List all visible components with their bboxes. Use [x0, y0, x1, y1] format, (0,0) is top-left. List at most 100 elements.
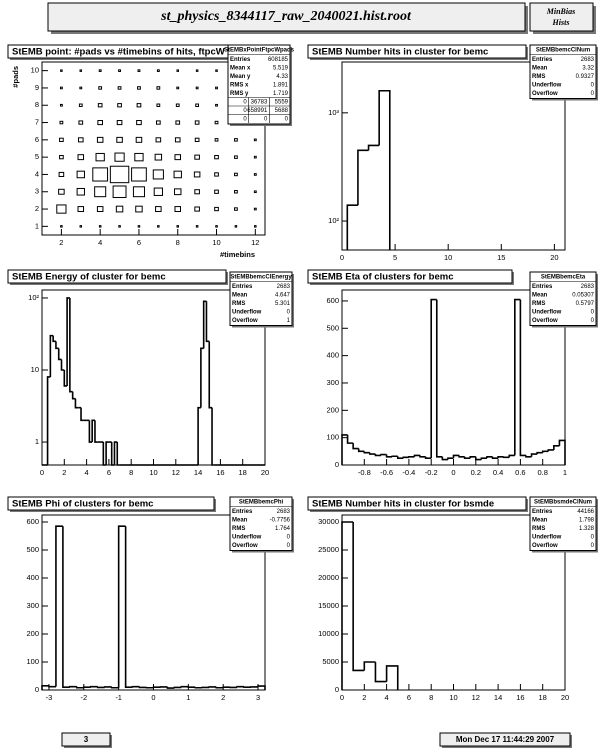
y-tick-label: 20000 [318, 573, 339, 582]
box [117, 103, 122, 108]
y-axis-label: #pads [11, 66, 20, 88]
box [78, 103, 83, 107]
stats-value: 1 [287, 318, 291, 324]
y-tick-label: 7 [35, 118, 39, 127]
header-title: st_physics_8344117_raw_2040021.hist.root [160, 9, 412, 24]
stats-box [529, 44, 597, 99]
stats-label: Entries [532, 509, 553, 515]
title-box [307, 44, 527, 59]
histogram-bin [463, 456, 471, 459]
box [174, 137, 181, 143]
box [253, 138, 257, 142]
histogram-bin [380, 453, 387, 456]
plot-frame [341, 289, 566, 466]
histogram-bin [452, 454, 460, 459]
x-tick-label: 14 [494, 693, 502, 702]
stats-label: Entries [232, 509, 253, 515]
histogram-bin [131, 685, 140, 688]
stats-value: 0 [591, 91, 595, 97]
box [135, 205, 143, 213]
stats-label: Overflow [532, 318, 558, 324]
y-tick-label: 9 [35, 83, 39, 92]
histogram-bin [396, 456, 404, 459]
date-box [439, 732, 571, 747]
histogram-bin [352, 443, 359, 450]
stats-value: 0.9327 [576, 74, 595, 80]
box [76, 170, 85, 179]
histogram-bin [71, 391, 76, 400]
histogram-bin [424, 456, 432, 459]
x-tick-label: 10 [449, 693, 457, 702]
box [156, 69, 160, 72]
box [193, 171, 201, 178]
histogram-bin [385, 665, 399, 690]
y-tick-label: 5000 [322, 657, 339, 666]
stats-value: 1.719 [273, 91, 289, 97]
histogram-bin [96, 686, 105, 689]
box [137, 69, 141, 72]
stats-label: Underflow [532, 309, 562, 315]
box [59, 86, 63, 90]
box [174, 188, 182, 196]
stats-label: RMS [532, 74, 545, 80]
histogram-bin [194, 686, 203, 689]
box [79, 86, 83, 90]
stats-name: StEMBbemcClEnergy [230, 275, 292, 281]
stats-value: 0 [287, 309, 291, 315]
stats-value: 1.764 [275, 526, 291, 532]
title-box [7, 496, 215, 511]
y-tick-label: 10³ [328, 108, 339, 117]
box [214, 206, 219, 212]
box [156, 86, 161, 90]
y-tick-label: 4 [35, 169, 39, 178]
box [116, 136, 123, 143]
histogram-bin [480, 457, 487, 460]
x-tick-label: 15 [497, 253, 505, 262]
box [97, 119, 103, 126]
histogram-bin [502, 456, 510, 459]
box [194, 206, 200, 212]
stats-value: 0 [591, 543, 595, 549]
box [59, 137, 64, 142]
x-tick-label: 20 [550, 253, 558, 262]
stats-cell: 36783 [251, 99, 268, 105]
histogram-bin [408, 455, 415, 458]
histogram-bin [514, 298, 521, 456]
box [214, 155, 219, 160]
box [79, 69, 83, 72]
x-tick-label: 0 [340, 693, 344, 702]
box [137, 225, 141, 228]
box [59, 120, 64, 125]
box [114, 152, 125, 162]
histogram-bin [357, 448, 365, 453]
box [214, 189, 219, 194]
histogram-bin [374, 454, 382, 457]
badge-line: MinBias [546, 7, 575, 16]
box [153, 187, 163, 196]
box [234, 138, 238, 142]
box [234, 190, 238, 194]
histogram-bin [46, 376, 51, 465]
x-tick-label: 18 [239, 468, 247, 477]
y-tick-label: 600 [26, 517, 39, 526]
page-number: 3 [84, 735, 89, 744]
stats-value: 3.32 [582, 65, 594, 71]
histogram-bin [208, 686, 217, 688]
histogram-bin [200, 347, 204, 408]
x-tick-label: 2 [221, 693, 225, 702]
stats-label: Entries [230, 57, 251, 63]
stats-name: StEMBbemcClNum [536, 48, 590, 54]
box [56, 204, 67, 214]
x-tick-label: 8 [129, 468, 133, 477]
stats-cell: 5559 [275, 99, 289, 105]
stats-label: Mean y [230, 74, 251, 80]
stats-value: 0.05307 [572, 292, 594, 298]
histogram-bin [378, 89, 391, 250]
histogram-bin [197, 406, 201, 465]
x-tick-label: 3 [256, 693, 260, 702]
histogram-bin [69, 685, 77, 688]
box [215, 69, 218, 72]
histogram-bin [525, 455, 532, 458]
box [173, 170, 182, 179]
stats-label: RMS x [230, 82, 249, 88]
